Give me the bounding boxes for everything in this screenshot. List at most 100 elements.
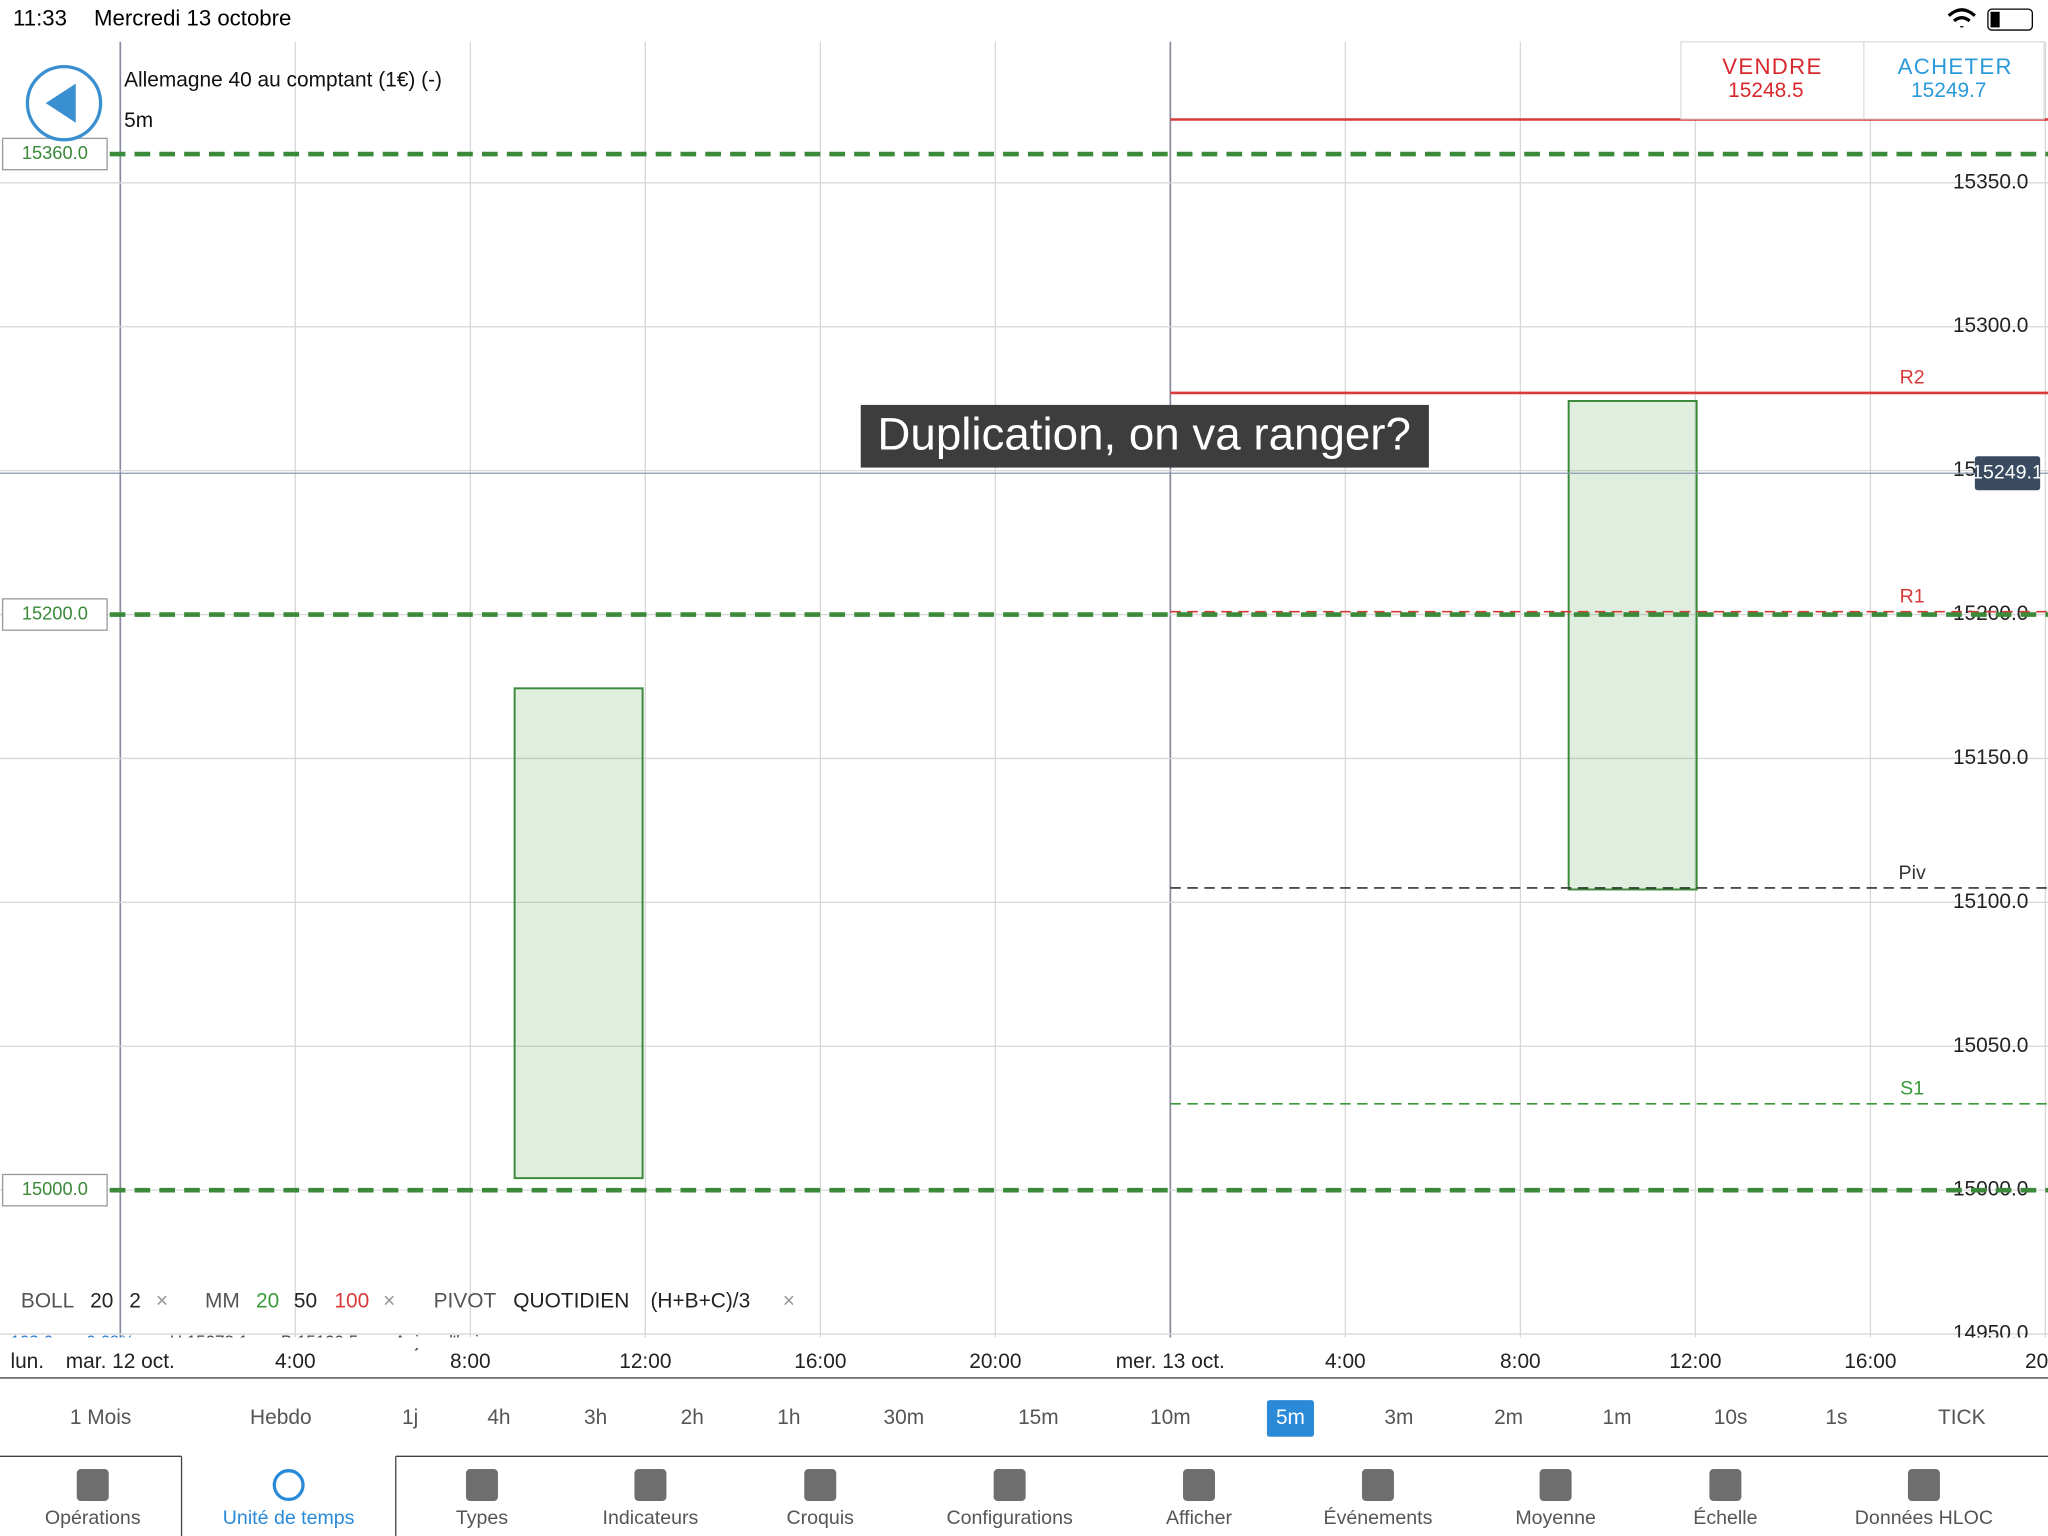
buy-label[interactable]: ACHETER [1898,54,2013,79]
timeframe-option[interactable]: 3m [1384,1406,1413,1429]
toolbar-label[interactable]: Croquis [787,1507,855,1529]
toolbar-label[interactable]: Configurations [947,1507,1073,1529]
indicator-label[interactable]: 100 [334,1290,369,1313]
toolbar-icon[interactable] [1709,1469,1742,1502]
timeframe-option[interactable]: 5m [1276,1406,1305,1429]
indicator-label[interactable]: PIVOT [434,1290,497,1313]
sell-price[interactable]: 15248.5 [1728,79,1803,102]
indicator-label[interactable]: 20 [256,1290,279,1313]
alert-label-box [1,1173,108,1207]
indicator-label[interactable]: 50 [294,1290,317,1313]
timeframe-option[interactable]: TICK [1938,1406,1986,1429]
pivot-label: R1 [1900,585,1925,607]
timeframe-option[interactable]: 1s [1825,1406,1847,1429]
indicator-remove[interactable]: × [383,1290,395,1313]
x-tick-label: mar. 12 oct. [66,1350,175,1373]
timeframe-option[interactable]: 30m [884,1406,925,1429]
battery-icon [1987,8,2033,31]
timeframe-option[interactable]: 15m [1018,1406,1059,1429]
toolbar-icon[interactable] [1539,1469,1572,1502]
timeframe-option[interactable]: 1m [1602,1406,1631,1429]
toolbar-icon[interactable] [1183,1469,1216,1502]
indicator-label[interactable]: 2 [129,1290,141,1313]
alert-label: 15200.0 [22,602,88,623]
timeframe-option[interactable]: 10s [1714,1406,1748,1429]
instrument-interval: 5m [124,109,153,132]
indicator-remove[interactable]: × [156,1290,168,1313]
timeframe-option[interactable]: 2m [1494,1406,1523,1429]
indicator-label[interactable]: (H+B+C)/3 [650,1290,750,1313]
pivot-label: R2 [1900,367,1925,389]
back-button[interactable] [25,64,103,142]
alert-label-box [1,598,108,631]
wifi-icon [1947,8,1976,28]
pivot-label: Piv [1899,862,1926,884]
y-tick-label: 15100.0 [1953,890,2028,913]
indicator-label[interactable]: BOLL [21,1290,74,1313]
y-tick-label: 15350.0 [1953,170,2028,193]
toolbar-label[interactable]: Échelle [1693,1506,1757,1529]
back-arrow[interactable] [45,83,76,123]
annotation-box [860,404,1429,468]
toolbar-label[interactable]: Afficher [1166,1507,1232,1529]
timeframe-option[interactable]: 1 Mois [70,1406,131,1429]
toolbar: Opérations Unité de temps Types Indicateurs… [0,1455,2048,1536]
y-tick-label: 15150.0 [1953,746,2028,769]
indicator-label[interactable]: QUOTIDIEN [513,1290,629,1313]
x-tick-label: 20:0 [2025,1350,2048,1373]
toolbar-icon[interactable] [465,1469,498,1502]
pivot-label: S1 [1900,1078,1924,1100]
annotation-text: Duplication, on va ranger? [877,409,1411,460]
x-tick-label: 8:00 [1500,1350,1541,1373]
x-tick-label: 16:00 [794,1350,846,1373]
toolbar-label[interactable]: Types [456,1507,508,1529]
indicator-label[interactable]: MM [205,1290,240,1313]
timeframe-bar: 1 Mois Hebdo 1j 4h 3h 2h 1h 30m 15m 10m 5m 3m 2m 1m 10… [0,1377,2048,1437]
indicator-label[interactable]: 20 [90,1290,113,1313]
instrument-name: Allemagne 40 au comptant (1€) (-) [124,68,442,91]
x-tick-label: 20:00 [969,1350,1021,1373]
timeframe-option[interactable]: 4h [487,1406,510,1429]
timeframe-selected[interactable] [1266,1400,1314,1437]
toolbar-icon[interactable] [1907,1469,1940,1502]
buy-price[interactable]: 15249.7 [1911,79,1986,102]
alert-label: 15000.0 [22,1178,88,1199]
toolbar-icon[interactable] [634,1469,667,1502]
sketch-box [513,687,644,1180]
indicator-remove[interactable]: × [783,1290,795,1313]
toolbar-icon[interactable] [804,1469,837,1502]
battery-level [1990,11,2000,28]
timeframe-option[interactable]: 3h [584,1406,607,1429]
y-tick-label: 15200.0 [1953,602,2028,625]
toolbar-label[interactable]: Opérations [45,1507,141,1529]
toolbar-icon[interactable] [1361,1469,1394,1502]
x-tick-label: 12:00 [1669,1350,1721,1373]
x-tick-label: mer. 13 oct. [1116,1350,1225,1373]
sketch-box [1567,400,1698,891]
timeframe-option[interactable]: 10m [1150,1406,1191,1429]
sell-label[interactable]: VENDRE [1722,54,1822,79]
timeframe-option[interactable]: Hebdo [250,1406,312,1429]
quote-frame [1680,41,2045,120]
timeframe-option[interactable]: 1h [777,1406,800,1429]
x-start-label: lun. [10,1350,44,1373]
toolbar-icon[interactable] [993,1469,1026,1502]
timeframe-option[interactable]: 2h [681,1406,704,1429]
y-tick-label: 15300.0 [1953,314,2028,337]
x-tick-label: 4:00 [1325,1350,1366,1373]
toolbar-icon[interactable] [272,1469,305,1502]
timeframe-option[interactable]: 1j [402,1406,418,1429]
toolbar-label[interactable]: Unité de temps [223,1507,355,1529]
toolbar-label[interactable]: Données HLOC [1855,1507,1993,1529]
quote-box: VENDRE 15248.5 ACHETER 15249.7 [1680,41,2045,120]
last-price-tag [1974,456,2041,491]
alert-label-box [1,137,108,171]
x-tick-label: 12:00 [619,1350,671,1373]
x-tick-label: 8:00 [450,1350,491,1373]
toolbar-label[interactable]: Indicateurs [603,1507,699,1529]
toolbar-icon[interactable] [76,1469,109,1502]
toolbar-label[interactable]: Moyenne [1515,1507,1596,1529]
toolbar-label[interactable]: Événements [1324,1506,1433,1529]
